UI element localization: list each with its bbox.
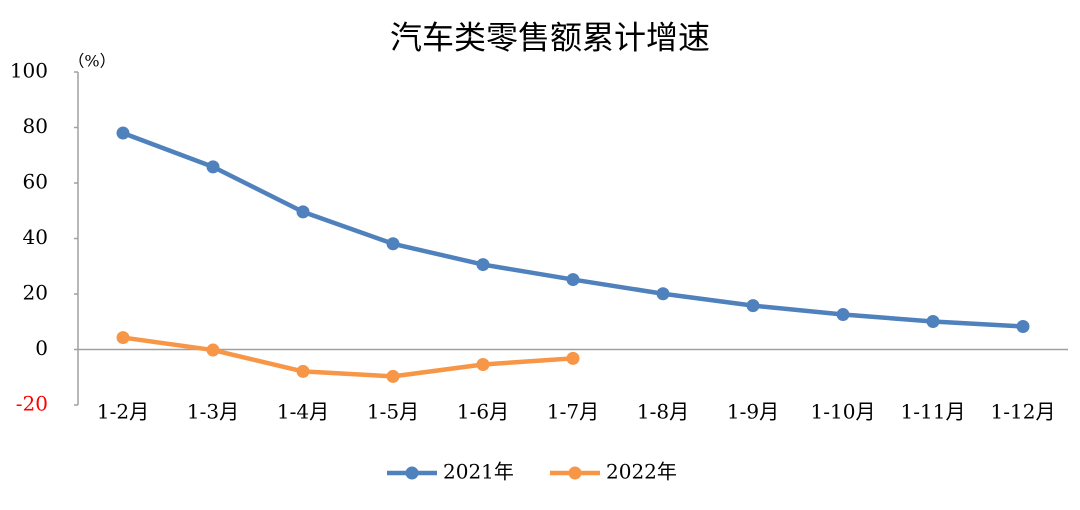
data-point: [296, 364, 310, 378]
x-tick-label: 1-5月: [367, 400, 419, 424]
data-point: [836, 308, 850, 322]
data-point: [566, 273, 580, 287]
data-point: [926, 314, 940, 328]
data-point: [476, 357, 490, 371]
y-tick-label: 20: [23, 281, 48, 305]
data-point: [116, 331, 130, 345]
y-tick-label: 60: [23, 170, 48, 194]
data-point: [476, 258, 490, 272]
data-point: [746, 299, 760, 313]
data-point: [386, 369, 400, 383]
x-tick-label: 1-8月: [637, 400, 689, 424]
y-tick-label: 40: [23, 225, 48, 249]
chart-title: 汽车类零售额累计增速: [390, 19, 710, 57]
y-tick-label: 0: [35, 336, 48, 360]
x-tick-label: 1-2月: [97, 400, 149, 424]
data-point: [206, 343, 220, 357]
data-point: [386, 237, 400, 251]
y-tick-label: -20: [16, 392, 48, 416]
x-tick-label: 1-4月: [277, 400, 329, 424]
x-tick-label: 1-10月: [811, 400, 876, 424]
legend-marker: [568, 466, 582, 480]
x-tick-label: 1-6月: [457, 400, 509, 424]
data-point: [206, 160, 220, 174]
legend-marker: [405, 466, 419, 480]
legend-label: 2022年: [606, 460, 677, 484]
x-tick-label: 1-12月: [991, 400, 1056, 424]
y-tick-label: 80: [23, 114, 48, 138]
series-line: [122, 335, 574, 379]
x-tick-label: 1-9月: [727, 400, 779, 424]
x-tick-label: 1-3月: [187, 400, 239, 424]
x-tick-label: 1-7月: [547, 400, 599, 424]
series-line: [122, 130, 1024, 329]
data-point: [296, 205, 310, 219]
data-point: [1016, 319, 1030, 333]
data-point: [116, 126, 130, 140]
y-tick-label: 100: [10, 59, 48, 83]
data-point: [566, 351, 580, 365]
x-tick-label: 1-11月: [901, 400, 966, 424]
y-unit-label: （%）: [68, 52, 115, 71]
legend-label: 2021年: [443, 460, 514, 484]
data-point: [656, 287, 670, 301]
